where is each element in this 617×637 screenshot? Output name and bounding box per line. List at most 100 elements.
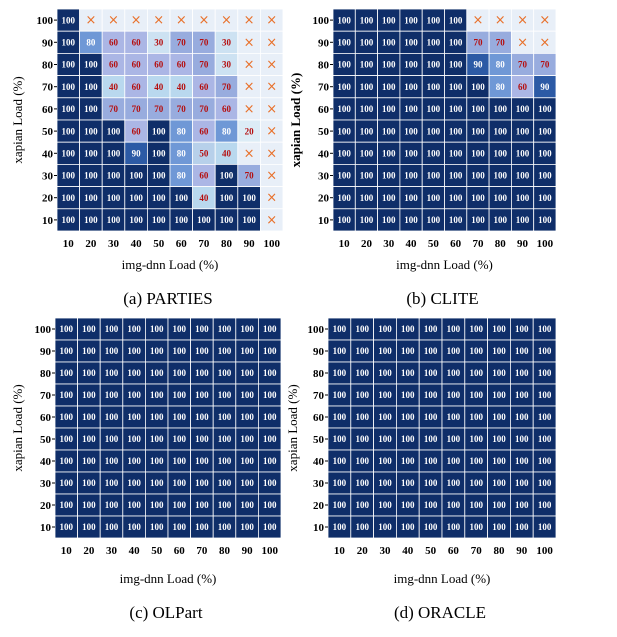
y-tick-label: 90 <box>40 346 52 358</box>
y-tick-label: 80 <box>318 60 330 72</box>
cell-value-label: 100 <box>82 412 96 422</box>
cell-value-label: 100 <box>127 456 141 466</box>
y-tick-label: 80 <box>42 60 54 72</box>
cell-value-label: 100 <box>447 478 461 488</box>
cross-mark: × <box>539 35 550 50</box>
cell-value-label: 60 <box>132 38 142 48</box>
cell-value-label: 100 <box>382 126 396 136</box>
x-tick-label: 30 <box>380 545 392 557</box>
y-axis-label: xapian Load (%) <box>288 73 303 168</box>
cell-value-label: 100 <box>333 456 347 466</box>
cell-value-label: 100 <box>60 368 74 378</box>
cell-value-label: 100 <box>427 15 441 25</box>
y-tick-label: 40 <box>42 148 54 160</box>
cell-value-label: 100 <box>515 522 529 532</box>
cell-value-label: 100 <box>469 456 483 466</box>
cell-value-label: 100 <box>105 346 119 356</box>
cell-value-label: 100 <box>242 215 256 225</box>
cell-value-label: 100 <box>516 171 530 181</box>
cell-value-label: 100 <box>447 456 461 466</box>
x-tick-label: 10 <box>63 238 75 250</box>
cell-value-label: 100 <box>152 149 166 159</box>
cell-value-label: 100 <box>449 171 463 181</box>
y-tick-label: 100 <box>37 15 54 27</box>
cell-value-label: 100 <box>492 456 506 466</box>
cell-value-label: 100 <box>494 215 508 225</box>
cross-mark: × <box>495 13 506 28</box>
cell-value-label: 100 <box>378 346 392 356</box>
cell-value-label: 100 <box>447 346 461 356</box>
cell-value-label: 100 <box>424 456 438 466</box>
cell-value-label: 100 <box>382 215 396 225</box>
cell-value-label: 100 <box>218 346 232 356</box>
panel-caption: (b) CLITE <box>406 289 478 308</box>
cell-value-label: 100 <box>404 149 418 159</box>
cell-value-label: 100 <box>62 15 76 25</box>
cell-value-label: 100 <box>60 478 74 488</box>
cell-value-label: 100 <box>471 126 485 136</box>
cell-value-label: 100 <box>173 324 187 334</box>
cell-value-label: 100 <box>355 412 369 422</box>
cell-value-label: 100 <box>62 104 76 114</box>
cell-value-label: 100 <box>82 346 96 356</box>
cell-value-label: 100 <box>62 149 76 159</box>
cell-value-label: 60 <box>177 60 187 70</box>
cell-value-label: 100 <box>337 38 351 48</box>
cell-value-label: 100 <box>492 522 506 532</box>
y-tick-label: 70 <box>313 390 325 402</box>
y-tick-label: 50 <box>40 434 52 446</box>
cell-value-label: 40 <box>222 149 232 159</box>
cell-value-label: 100 <box>427 60 441 70</box>
y-axis-label: xapian Load (%) <box>10 384 25 471</box>
cross-mark: × <box>517 13 528 28</box>
cell-value-label: 100 <box>378 456 392 466</box>
cell-value-label: 100 <box>84 171 98 181</box>
cell-value-label: 100 <box>105 456 119 466</box>
cell-value-label: 100 <box>424 390 438 400</box>
cell-value-label: 100 <box>378 412 392 422</box>
cell-value-label: 100 <box>107 171 121 181</box>
cell-value-label: 100 <box>492 434 506 444</box>
cell-value-label: 100 <box>401 412 415 422</box>
cross-mark: × <box>266 146 277 161</box>
x-tick-label: 10 <box>339 238 351 250</box>
cell-value-label: 100 <box>82 434 96 444</box>
panel-olpart: 100 100 100 100 100 100 100 100 100 100 100 100 100 1… <box>10 317 282 622</box>
cross-mark: × <box>244 13 255 28</box>
cell-value-label: 100 <box>60 434 74 444</box>
cell-value-label: 100 <box>62 82 76 92</box>
cell-value-label: 100 <box>127 324 141 334</box>
cell-value-label: 70 <box>199 104 209 114</box>
cell-value-label: 100 <box>263 522 277 532</box>
y-tick-label: 40 <box>40 456 52 468</box>
cell-value-label: 100 <box>404 193 418 203</box>
cell-value-label: 100 <box>449 104 463 114</box>
x-tick-label: 40 <box>131 238 143 250</box>
heatmap-cell <box>533 208 557 232</box>
cell-value-label: 100 <box>469 522 483 532</box>
cell-value-label: 100 <box>401 368 415 378</box>
cell-value-label: 100 <box>515 390 529 400</box>
cell-value-label: 100 <box>378 522 392 532</box>
cell-value-label: 100 <box>240 346 254 356</box>
cell-value-label: 70 <box>109 104 119 114</box>
cell-value-label: 100 <box>333 522 347 532</box>
cell-value-label: 100 <box>360 149 374 159</box>
cell-value-label: 70 <box>154 104 164 114</box>
cell-value-label: 100 <box>195 346 209 356</box>
cell-value-label: 100 <box>382 149 396 159</box>
cross-mark: × <box>85 13 96 28</box>
cell-value-label: 100 <box>127 522 141 532</box>
cell-value-label: 100 <box>173 500 187 510</box>
cell-value-label: 100 <box>494 149 508 159</box>
cell-value-label: 100 <box>218 522 232 532</box>
cross-mark: × <box>266 102 277 117</box>
cell-value-label: 100 <box>401 390 415 400</box>
cell-value-label: 100 <box>538 171 552 181</box>
cell-value-label: 100 <box>447 368 461 378</box>
cell-value-label: 70 <box>199 60 209 70</box>
y-tick-label: 80 <box>40 368 52 380</box>
cell-value-label: 100 <box>263 346 277 356</box>
cell-value-label: 100 <box>471 193 485 203</box>
cell-value-label: 60 <box>199 171 209 181</box>
